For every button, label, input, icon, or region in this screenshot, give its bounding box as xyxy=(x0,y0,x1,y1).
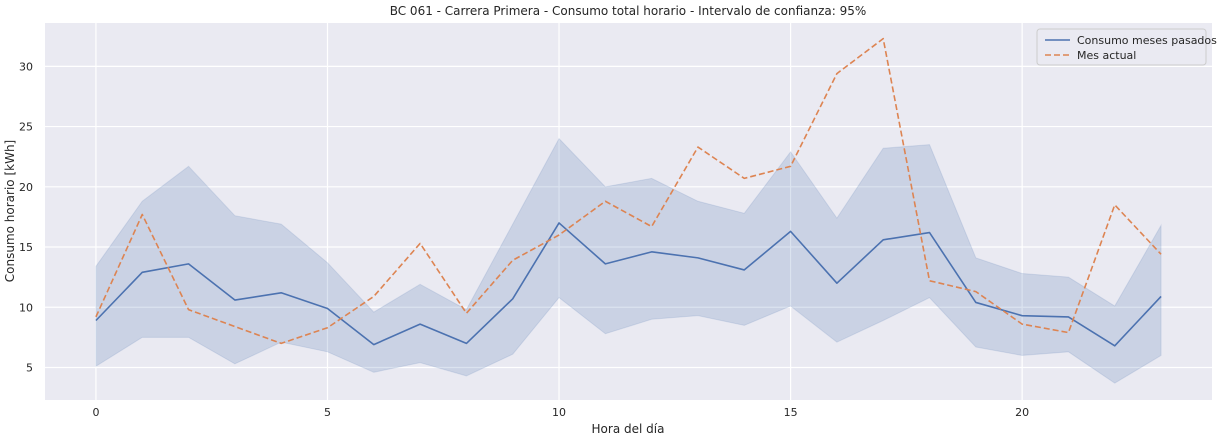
y-tick-label: 15 xyxy=(19,241,33,254)
x-tick-label: 15 xyxy=(784,406,798,419)
legend-entry: Consumo meses pasados xyxy=(1077,34,1217,47)
confidence-band xyxy=(95,137,1162,384)
y-axis-label: Consumo horario [kWh] xyxy=(3,140,17,282)
legend-entry: Mes actual xyxy=(1077,49,1136,62)
x-tick-label: 0 xyxy=(92,406,99,419)
series-line-consumo-meses-pasados xyxy=(95,222,1162,347)
y-tick-label: 25 xyxy=(19,121,33,134)
y-tick-label: 20 xyxy=(19,181,33,194)
plot-background xyxy=(45,23,1212,400)
confidence-interval-area xyxy=(95,137,1162,384)
series-lines xyxy=(95,37,1162,347)
x-tick-label: 10 xyxy=(552,406,566,419)
legend: Consumo meses pasados Mes actual xyxy=(1036,28,1217,66)
x-axis-label: Hora del día xyxy=(592,422,665,436)
y-tick-label: 10 xyxy=(19,301,33,314)
x-tick-label: 20 xyxy=(1015,406,1029,419)
grid xyxy=(45,23,1212,400)
series-line-mes-actual xyxy=(95,37,1162,345)
chart-title: BC 061 - Carrera Primera - Consumo total… xyxy=(390,4,867,18)
x-tick-label: 5 xyxy=(324,406,331,419)
legend-box xyxy=(1036,28,1207,66)
tick-labels: 0 5 10 15 20 5 10 15 20 25 30 xyxy=(19,60,1029,419)
y-tick-label: 30 xyxy=(19,60,33,73)
y-tick-label: 5 xyxy=(26,361,33,374)
